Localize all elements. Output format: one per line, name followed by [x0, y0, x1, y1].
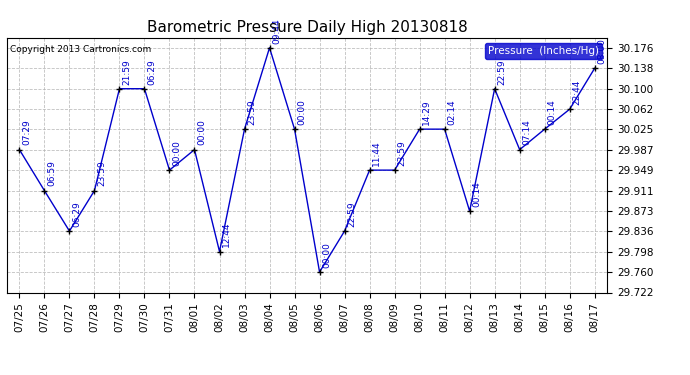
Text: 06:29: 06:29 — [72, 201, 81, 227]
Text: 06:29: 06:29 — [147, 59, 156, 84]
Text: 00:14: 00:14 — [547, 99, 556, 125]
Text: 00:00: 00:00 — [172, 140, 181, 166]
Text: 00:00: 00:00 — [322, 242, 331, 268]
Text: 07:29: 07:29 — [22, 120, 31, 146]
Text: 12:44: 12:44 — [222, 222, 231, 248]
Text: 14:29: 14:29 — [422, 99, 431, 125]
Text: 23:59: 23:59 — [397, 140, 406, 166]
Title: Barometric Pressure Daily High 20130818: Barometric Pressure Daily High 20130818 — [147, 20, 467, 35]
Text: 08:00: 08:00 — [598, 38, 607, 64]
Text: 22:59: 22:59 — [497, 59, 506, 84]
Text: 22:59: 22:59 — [347, 201, 356, 227]
Text: 22:44: 22:44 — [573, 80, 582, 105]
Text: 07:14: 07:14 — [522, 120, 531, 146]
Text: 11:44: 11:44 — [373, 140, 382, 166]
Text: 21:59: 21:59 — [122, 59, 131, 84]
Text: 02:14: 02:14 — [447, 99, 456, 125]
Text: 06:59: 06:59 — [47, 160, 56, 186]
Text: 09:44: 09:44 — [273, 18, 282, 44]
Text: 00:00: 00:00 — [197, 120, 206, 146]
Text: 00:14: 00:14 — [473, 181, 482, 207]
Text: 00:00: 00:00 — [297, 99, 306, 125]
Legend: Pressure  (Inches/Hg): Pressure (Inches/Hg) — [485, 43, 602, 59]
Text: Copyright 2013 Cartronics.com: Copyright 2013 Cartronics.com — [10, 45, 151, 54]
Text: 23:59: 23:59 — [97, 161, 106, 186]
Text: 23:59: 23:59 — [247, 99, 256, 125]
